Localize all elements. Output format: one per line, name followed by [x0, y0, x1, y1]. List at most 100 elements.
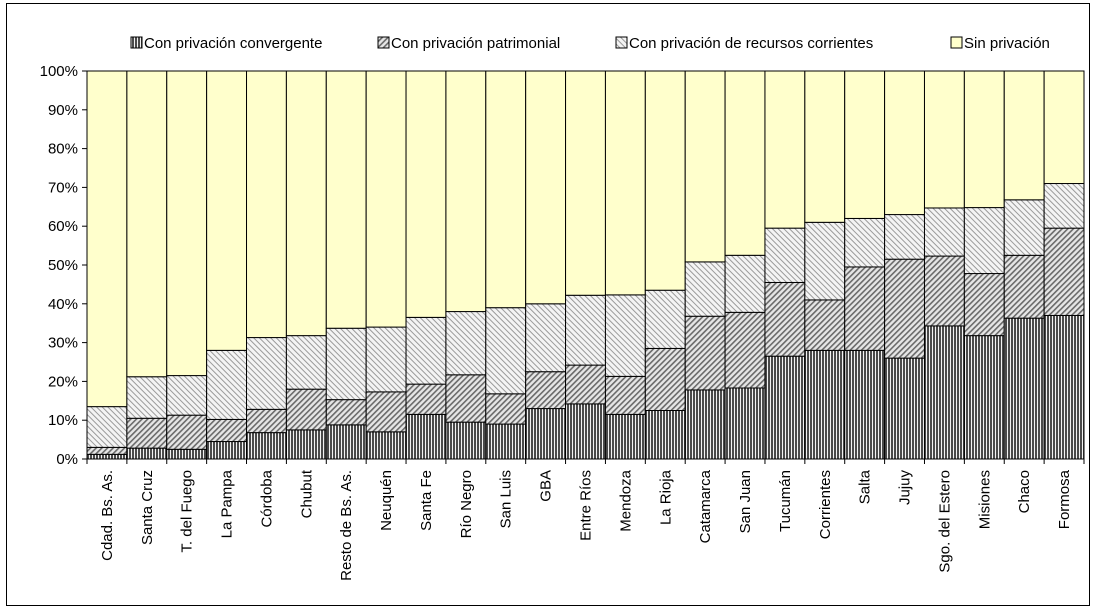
y-tick-label: 30%	[48, 335, 78, 352]
bar-san-juan	[724, 70, 766, 460]
segment-tucuman-con-privacion-convergente	[764, 355, 806, 460]
legend-label: Con privación patrimonial	[391, 35, 560, 52]
segment-mendoza-con-privacion-de-recursos-corrientes	[604, 294, 646, 377]
segment-entre-rios-con-privacion-convergente	[565, 403, 606, 460]
x-tick-label-cdad-bs-as: Cdad. Bs. As.	[99, 470, 116, 561]
segment-santa-cruz-con-privacion-patrimonial	[126, 417, 168, 449]
x-tick-label-san-luis: San Luis	[498, 470, 515, 528]
segment-misiones-con-privacion-de-recursos-corrientes	[963, 207, 1005, 275]
segment-mendoza-sin-privacion	[604, 70, 646, 296]
x-tick-label-rio-negro: Río Negro	[458, 470, 475, 538]
bar-tucuman	[764, 70, 806, 460]
segment-san-luis-sin-privacion	[485, 70, 527, 309]
segment-la-rioja-con-privacion-convergente	[644, 410, 686, 460]
bar-rio-negro	[445, 70, 487, 460]
y-tick-label: 50%	[48, 257, 78, 274]
x-tick-label-chaco: Chaco	[1016, 470, 1033, 513]
segment-santa-fe-con-privacion-de-recursos-corrientes	[405, 316, 447, 385]
y-tick-label: 100%	[40, 63, 78, 80]
segment-mendoza-con-privacion-convergente	[604, 413, 646, 460]
segment-santa-fe-con-privacion-convergente	[405, 413, 447, 460]
x-tick-label-mendoza: Mendoza	[617, 469, 634, 531]
segment-salta-con-privacion-de-recursos-corrientes	[844, 217, 886, 268]
y-tick-label: 0%	[56, 451, 78, 468]
x-tick-label-la-pampa: La Pampa	[219, 469, 236, 538]
segment-catamarca-con-privacion-de-recursos-corrientes	[684, 261, 726, 317]
y-tick-label: 60%	[48, 218, 78, 235]
bar-gba	[525, 70, 567, 460]
bar-cordoba	[246, 70, 287, 460]
x-tick-label-santa-cruz: Santa Cruz	[139, 470, 156, 545]
segment-t-del-fuego-con-privacion-patrimonial	[166, 414, 208, 450]
x-tick-label-entre-rios: Entre Ríos	[578, 470, 595, 541]
segment-t-del-fuego-con-privacion-de-recursos-corrientes	[166, 375, 208, 416]
bar-mendoza	[604, 70, 646, 460]
segment-la-pampa-con-privacion-convergente	[206, 441, 248, 460]
segment-catamarca-con-privacion-patrimonial	[684, 315, 726, 391]
y-tick-label: 20%	[48, 373, 78, 390]
segment-neuquen-con-privacion-patrimonial	[365, 391, 407, 433]
bar-corrientes	[804, 70, 846, 460]
bar-jujuy	[884, 70, 925, 460]
x-tick-label-chubut: Chubut	[298, 469, 315, 518]
x-tick-label-neuquen: Neuquén	[378, 470, 395, 531]
segment-catamarca-con-privacion-convergente	[684, 389, 726, 460]
segment-santa-fe-sin-privacion	[405, 70, 447, 318]
segment-la-rioja-con-privacion-patrimonial	[644, 347, 686, 412]
segment-neuquen-sin-privacion	[365, 70, 407, 328]
segment-la-rioja-sin-privacion	[644, 70, 686, 291]
segment-santa-cruz-con-privacion-convergente	[126, 447, 168, 460]
segment-chaco-sin-privacion	[1003, 70, 1045, 201]
y-tick-label: 10%	[48, 412, 78, 429]
segment-formosa-con-privacion-convergente	[1043, 314, 1085, 460]
x-tick-label-jujuy: Jujuy	[897, 470, 914, 506]
segment-t-del-fuego-con-privacion-convergente	[166, 448, 208, 460]
legend-entry-con-privacion-patrimonial: Con privación patrimonial	[377, 35, 560, 52]
segment-gba-con-privacion-patrimonial	[525, 371, 567, 410]
bar-catamarca	[684, 70, 726, 460]
x-tick-label-salta: Salta	[857, 469, 874, 504]
bar-salta	[844, 70, 886, 460]
segment-corrientes-con-privacion-patrimonial	[804, 299, 846, 351]
segment-la-pampa-sin-privacion	[206, 70, 248, 351]
segment-formosa-sin-privacion	[1043, 70, 1085, 185]
y-tick-labels: 0% 10% 20% 30% 40% 50% 60% 70% 80% 90% 100%	[40, 63, 78, 468]
segment-resto-de-bs-as-con-privacion-convergente	[325, 424, 367, 460]
segment-gba-sin-privacion	[525, 70, 567, 305]
segment-gba-con-privacion-de-recursos-corrientes	[525, 303, 567, 373]
legend-label: Con privación convergente	[144, 35, 322, 52]
x-tick-label-misiones: Misiones	[976, 470, 993, 529]
segment-tucuman-con-privacion-de-recursos-corrientes	[764, 227, 806, 283]
segment-cdad-bs-as-con-privacion-de-recursos-corrientes	[86, 406, 128, 448]
bar-san-luis	[485, 70, 527, 460]
segment-corrientes-sin-privacion	[804, 70, 846, 223]
segment-cordoba-con-privacion-patrimonial	[246, 408, 287, 434]
segment-formosa-con-privacion-de-recursos-corrientes	[1043, 183, 1085, 229]
segment-san-luis-con-privacion-de-recursos-corrientes	[485, 307, 527, 395]
bar-formosa	[1043, 70, 1085, 460]
bar-chaco	[1003, 70, 1045, 460]
x-tick-label-san-juan: San Juan	[737, 470, 754, 533]
segment-formosa-con-privacion-patrimonial	[1043, 227, 1085, 316]
bar-santa-fe	[405, 70, 447, 460]
segment-san-luis-con-privacion-patrimonial	[485, 393, 527, 425]
segment-mendoza-con-privacion-patrimonial	[604, 375, 646, 415]
segment-tucuman-sin-privacion	[764, 70, 806, 229]
segment-entre-rios-con-privacion-patrimonial	[565, 364, 606, 405]
segment-chaco-con-privacion-patrimonial	[1003, 254, 1045, 319]
legend-label: Con privación de recursos corrientes	[629, 35, 873, 52]
x-tick-label-sgo-del-estero: Sgo. del Estero	[936, 470, 953, 573]
segment-sgo-del-estero-con-privacion-patrimonial	[923, 255, 965, 327]
segment-sgo-del-estero-con-privacion-convergente	[923, 325, 965, 460]
y-tick-label: 80%	[48, 141, 78, 158]
segment-san-juan-con-privacion-patrimonial	[724, 311, 766, 389]
segment-sgo-del-estero-sin-privacion	[923, 70, 965, 209]
segment-rio-negro-con-privacion-convergente	[445, 421, 487, 460]
x-tick-label-corrientes: Corrientes	[817, 470, 834, 539]
segment-salta-con-privacion-patrimonial	[844, 266, 886, 351]
segment-jujuy-con-privacion-de-recursos-corrientes	[884, 214, 925, 260]
bar-santa-cruz	[126, 70, 168, 460]
legend-swatch	[615, 36, 628, 49]
x-tick-label-gba: GBA	[538, 470, 555, 502]
